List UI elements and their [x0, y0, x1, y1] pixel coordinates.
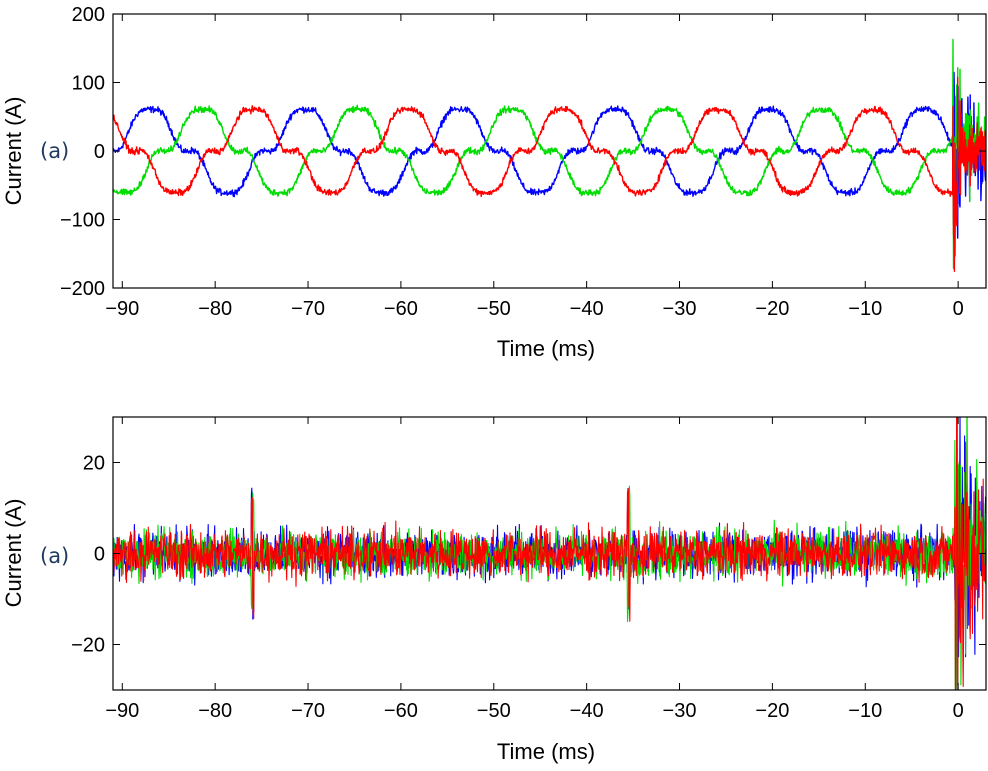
- x-axis-label-bottom: Time (ms): [497, 739, 595, 764]
- panel-label-top: (a): [40, 139, 69, 163]
- x-tick-label: −20: [755, 700, 789, 722]
- x-tick-label: −50: [477, 298, 511, 320]
- y-tick-label: 20: [83, 453, 105, 475]
- x-tick-label: −50: [477, 700, 511, 722]
- x-tick-label: −70: [291, 298, 325, 320]
- y-tick-label: −100: [60, 210, 105, 232]
- x-tick-label: 0: [953, 700, 964, 722]
- x-tick-label: −60: [384, 298, 418, 320]
- y-tick-label: 0: [94, 141, 105, 163]
- x-tick-label: −20: [755, 298, 789, 320]
- y-tick-label: 100: [72, 73, 105, 95]
- x-tick-label: −80: [198, 700, 232, 722]
- plot-area-bottom: [113, 417, 986, 690]
- series-line-phase-b: [113, 38, 986, 269]
- x-tick-label: −10: [848, 298, 882, 320]
- series-line-phase-a: [113, 71, 986, 257]
- series-line-phase-c: [113, 76, 986, 272]
- ticks-top: −90 −80 −70 −60 −50 −40 −30 −20 −10 02001000−100−…: [60, 4, 986, 320]
- y-axis-label-top: Current (A): [1, 97, 26, 206]
- x-tick-label: 0: [953, 298, 964, 320]
- chart-top: −90 −80 −70 −60 −50 −40 −30 −20 −10 02001000−100−…: [1, 4, 987, 361]
- x-tick-label: −40: [570, 298, 604, 320]
- y-tick-label: 0: [94, 544, 105, 566]
- x-tick-label: −40: [570, 700, 604, 722]
- x-tick-label: −30: [663, 700, 697, 722]
- x-tick-label: −70: [291, 700, 325, 722]
- x-tick-label: −80: [198, 298, 232, 320]
- x-tick-label: −10: [848, 700, 882, 722]
- x-axis-label-top: Time (ms): [497, 336, 595, 361]
- x-tick-label: −90: [105, 298, 139, 320]
- y-tick-label: −20: [71, 635, 105, 657]
- ticks-bottom: −90 −80 −70 −60 −50 −40 −30 −20 −10 0 20 0 −20: [71, 417, 986, 722]
- series-line-phase-c: [113, 417, 986, 690]
- plot-area-top: [113, 38, 986, 272]
- panel-label-bottom: (a): [40, 544, 69, 568]
- y-axis-label-bottom: Current (A): [1, 499, 26, 608]
- y-tick-label: 200: [72, 4, 105, 26]
- y-tick-label: −200: [60, 278, 105, 300]
- chart-bottom: −90 −80 −70 −60 −50 −40 −30 −20 −10 0 20 0 −20 (a) T…: [1, 416, 987, 764]
- x-tick-label: −30: [663, 298, 697, 320]
- x-tick-label: −90: [105, 700, 139, 722]
- x-tick-label: −60: [384, 700, 418, 722]
